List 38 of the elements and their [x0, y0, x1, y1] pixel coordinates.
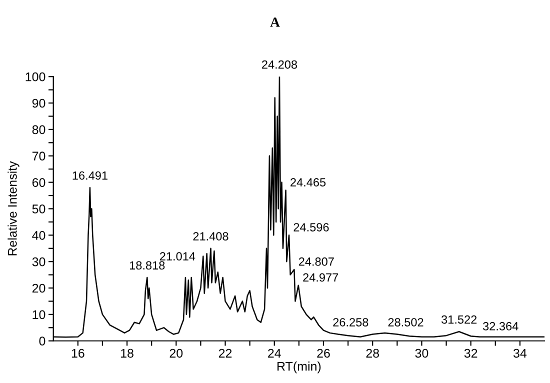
x-tick-label: 18: [121, 348, 134, 358]
annotation: 26.258: [333, 318, 368, 326]
annotation: 24.807: [298, 257, 334, 266]
x-tick-label: 32: [464, 348, 478, 358]
y-tick-label: 90: [32, 98, 46, 108]
line-series: [53, 76, 544, 338]
x-tick-label: 34: [513, 348, 527, 358]
x-tick-label: 22: [218, 348, 232, 358]
x-tick-label: 24: [268, 348, 281, 358]
annotation: 24.208: [262, 60, 298, 69]
y-tick-label: 70: [32, 152, 46, 161]
annotation: 21.408: [193, 232, 228, 240]
y-tick-label: 80: [32, 125, 46, 134]
y-axis-title: Relative Intensity: [8, 161, 20, 256]
chart-title: A: [270, 18, 280, 27]
y-tick-label: 10: [32, 310, 46, 320]
annotation: 16.491: [72, 171, 108, 180]
y-tick-label: 0: [39, 336, 46, 346]
y-tick-label: 50: [32, 204, 46, 214]
annotation: 28.502: [388, 318, 424, 326]
x-tick-label: 28: [366, 348, 380, 358]
annotation: 31.522: [441, 315, 477, 324]
annotation: 32.364: [482, 322, 518, 330]
y-tick-label: 40: [32, 230, 46, 240]
y-tick-label: 60: [32, 178, 46, 187]
y-tick-label: 20: [32, 284, 46, 293]
x-tick-label: 30: [415, 348, 428, 358]
annotation: 24.596: [294, 223, 329, 232]
annotation: 24.977: [303, 273, 338, 282]
y-tick-label: 30: [32, 257, 46, 266]
x-tick-label: 20: [170, 348, 183, 358]
annotation: 24.465: [290, 178, 326, 187]
y-tick-label: 100: [26, 72, 46, 82]
x-axis-title: RT(min): [277, 362, 321, 374]
annotation: 21.014: [160, 252, 196, 261]
x-tick-label: 26: [317, 348, 330, 358]
x-tick-label: 16: [72, 348, 84, 358]
annotation: 18.818: [130, 261, 165, 270]
